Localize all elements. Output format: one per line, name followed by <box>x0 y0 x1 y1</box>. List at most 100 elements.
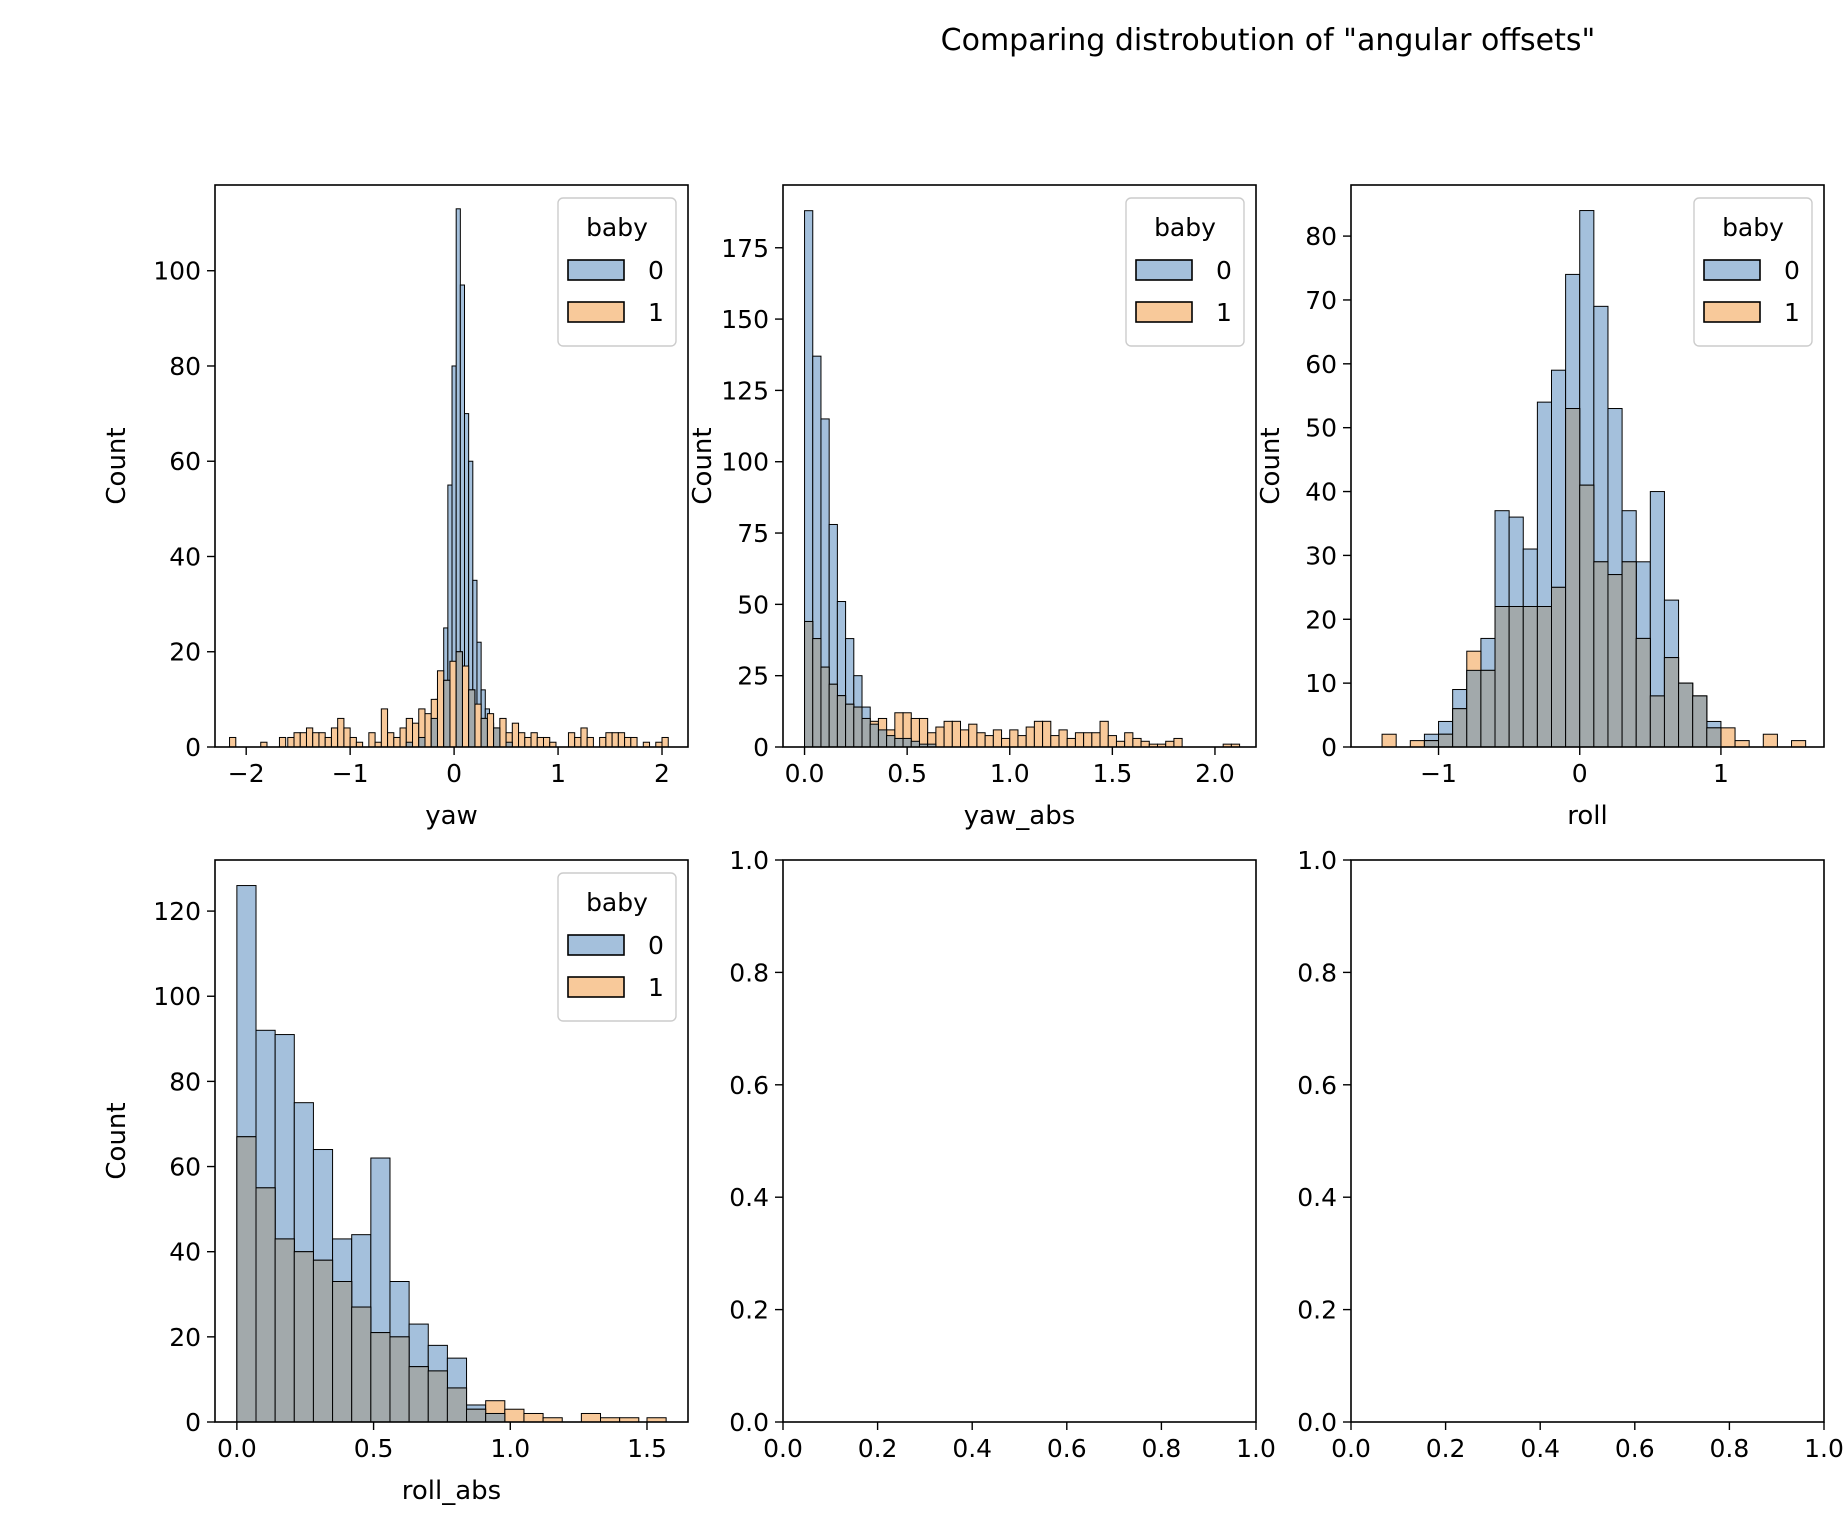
x-tick-label: −2 <box>228 759 265 788</box>
bar-overlap <box>1452 708 1468 748</box>
bar-baby-1 <box>412 722 420 748</box>
x-tick-label: −1 <box>332 759 369 788</box>
bar-baby-1 <box>992 729 1003 748</box>
bar-overlap <box>493 727 501 748</box>
bar-baby-1 <box>1132 737 1142 748</box>
bar-baby-1 <box>524 736 532 748</box>
bar-baby-1 <box>449 660 457 748</box>
y-tick-label: 0.8 <box>729 958 769 987</box>
bar-overlap <box>1438 733 1454 748</box>
bar-baby-1 <box>536 736 545 748</box>
bar-baby-1 <box>523 1412 544 1423</box>
legend-label-1: 1 <box>1784 298 1800 327</box>
y-tick-label: 125 <box>721 376 769 405</box>
legend-title: baby <box>1154 213 1216 242</box>
legend-swatch-0 <box>1135 259 1193 281</box>
y-tick-label: 0.8 <box>1297 958 1337 987</box>
bar-baby-1 <box>318 732 326 748</box>
bar-baby-1 <box>968 723 978 748</box>
bar-overlap <box>1565 408 1581 748</box>
bar-baby-1 <box>951 720 962 748</box>
subplot-6: 0.0 0.2 0.4 0.6 0.8 1.0 0.0 0.2 0.4 0.6 0.8 1.0 <box>1297 846 1844 1463</box>
bar-baby-1 <box>567 732 576 748</box>
bar-baby-1 <box>324 736 332 748</box>
bar-overlap <box>1579 484 1595 748</box>
bar-baby-1 <box>574 736 582 748</box>
bar-baby-1 <box>960 729 970 748</box>
bar-baby-1 <box>330 727 339 748</box>
bar-baby-1 <box>499 717 507 748</box>
x-tick-label: 0.0 <box>217 1434 257 1463</box>
bar-overlap <box>1706 727 1722 748</box>
bar-baby-1 <box>580 1412 602 1423</box>
bar-baby-1 <box>1140 740 1150 748</box>
y-tick-label: 50 <box>1305 414 1337 443</box>
bar-baby-1 <box>1083 732 1093 748</box>
x-tick-label: 0 <box>1572 759 1588 788</box>
bar-baby-1 <box>1001 737 1011 748</box>
x-tick-label: 0.5 <box>887 759 927 788</box>
bar-baby-1 <box>461 665 470 748</box>
bar-baby-1 <box>586 736 594 748</box>
y-tick-label: 0.2 <box>729 1296 769 1325</box>
bar-baby-1 <box>278 736 287 748</box>
x-tick-label: 1.0 <box>1804 1434 1844 1463</box>
subplot-2: 0.0 0.5 1.0 1.5 2.0 0 25 50 75 100 125 150 175 yaw_ab… <box>688 184 1257 831</box>
bar-baby-1 <box>368 732 376 748</box>
bar-overlap <box>845 703 855 748</box>
bar-baby-1 <box>605 732 613 748</box>
bar-baby-1 <box>1025 726 1035 748</box>
x-tick-label: 2.0 <box>1195 759 1235 788</box>
x-tick-label: 0.6 <box>1615 1434 1655 1463</box>
bar-baby-1 <box>617 732 626 748</box>
y-tick-label: 100 <box>153 982 201 1011</box>
bar-overlap <box>274 1238 295 1423</box>
bar-baby-1 <box>1791 740 1807 748</box>
y-tick-label: 100 <box>153 257 201 286</box>
bar-overlap <box>1663 657 1680 748</box>
bar-baby-1 <box>229 736 237 748</box>
bar-overlap <box>1536 606 1553 748</box>
y-tick-label: 175 <box>721 234 769 263</box>
y-tick-label: 60 <box>169 1153 201 1182</box>
y-tick-label: 20 <box>169 1323 201 1352</box>
x-tick-label: 1.0 <box>1236 1434 1276 1463</box>
bar-overlap <box>255 1187 276 1423</box>
axes-frame <box>1350 184 1825 748</box>
legend-title: baby <box>1722 213 1784 242</box>
y-tick-label: 60 <box>1305 350 1337 379</box>
legend-label-0: 0 <box>648 256 664 285</box>
bar-baby-1 <box>1074 732 1085 748</box>
y-tick-label: 80 <box>1305 222 1337 251</box>
x-axis-label: roll_abs <box>402 1476 501 1506</box>
bar-baby-1 <box>580 727 588 748</box>
bar-overlap <box>861 717 871 748</box>
bar-baby-1 <box>436 670 445 748</box>
bar-overlap <box>828 683 838 748</box>
y-tick-label: 25 <box>737 662 769 691</box>
bar-baby-1 <box>943 720 953 748</box>
bar-baby-1 <box>984 735 994 748</box>
legend-swatch-1 <box>567 301 625 323</box>
bar-baby-1 <box>630 736 638 748</box>
x-tick-label: 0.5 <box>354 1434 394 1463</box>
axes-frame <box>214 859 689 1423</box>
bar-baby-1 <box>1091 732 1101 748</box>
bar-overlap <box>430 717 438 748</box>
bar-baby-1 <box>299 732 307 748</box>
bar-overlap <box>1607 574 1623 748</box>
bar-overlap <box>812 638 822 748</box>
y-tick-label: 0.6 <box>729 1071 769 1100</box>
axes-frame <box>1350 859 1825 1423</box>
y-tick-label: 1.0 <box>729 846 769 875</box>
y-tick-label: 20 <box>169 638 201 667</box>
bar-baby-1 <box>1033 720 1044 748</box>
bar-baby-1 <box>543 736 551 748</box>
bar-baby-1 <box>1720 727 1736 748</box>
subplot-4: 0.0 0.5 1.0 1.5 0 20 40 60 80 100 120 roll_abs Count… <box>102 859 689 1506</box>
bar-overlap <box>804 620 814 748</box>
bar-baby-1 <box>1009 729 1019 748</box>
bar-baby-1 <box>474 703 482 748</box>
